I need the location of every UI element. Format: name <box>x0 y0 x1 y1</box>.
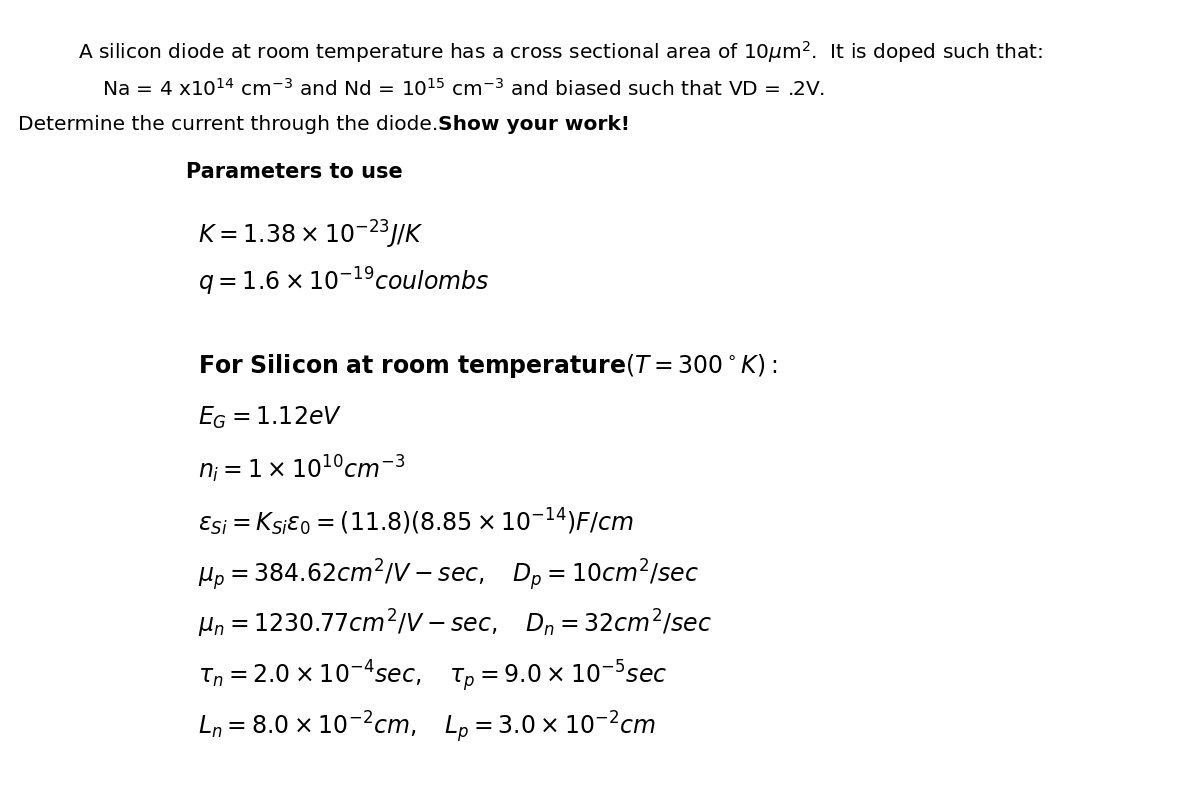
Text: $\mu_p = 384.62cm^2/V - sec, \quad D_p = 10cm^2/sec$: $\mu_p = 384.62cm^2/V - sec, \quad D_p =… <box>198 557 698 593</box>
Text: $L_n = 8.0 \times 10^{-2}cm, \quad L_p = 3.0 \times 10^{-2}cm$: $L_n = 8.0 \times 10^{-2}cm, \quad L_p =… <box>198 709 656 744</box>
Text: $q = 1.6 \times 10^{-19}coulombs$: $q = 1.6 \times 10^{-19}coulombs$ <box>198 266 490 298</box>
Text: $\tau_n = 2.0 \times 10^{-4}sec, \quad \tau_p = 9.0 \times 10^{-5}sec$: $\tau_n = 2.0 \times 10^{-4}sec, \quad \… <box>198 658 667 693</box>
Text: $n_i = 1 \times 10^{10}cm^{-3}$: $n_i = 1 \times 10^{10}cm^{-3}$ <box>198 454 406 485</box>
Text: Show your work!: Show your work! <box>438 115 630 134</box>
Text: Na = 4 x10$^{14}$ cm$^{-3}$ and Nd = 10$^{15}$ cm$^{-3}$ and biased such that VD: Na = 4 x10$^{14}$ cm$^{-3}$ and Nd = 10$… <box>102 78 826 100</box>
Text: Determine the current through the diode.: Determine the current through the diode. <box>18 115 451 134</box>
Text: $K = 1.38 \times 10^{-23}J/K$: $K = 1.38 \times 10^{-23}J/K$ <box>198 219 424 251</box>
Text: $E_G = 1.12eV$: $E_G = 1.12eV$ <box>198 405 342 431</box>
Text: $\mu_n = 1230.77cm^2/V - sec, \quad D_n = 32cm^2/sec$: $\mu_n = 1230.77cm^2/V - sec, \quad D_n … <box>198 608 712 640</box>
Text: A silicon diode at room temperature has a cross sectional area of 10$\mu$m$^2$. : A silicon diode at room temperature has … <box>78 39 1043 65</box>
Text: $\mathbf{For\ Silicon\ at\ room\ temperature}(T = 300^\circ K):$: $\mathbf{For\ Silicon\ at\ room\ tempera… <box>198 352 778 381</box>
Text: $\epsilon_{Si} = K_{Si}\epsilon_0 = (11.8)(8.85 \times 10^{-14})F/cm$: $\epsilon_{Si} = K_{Si}\epsilon_0 = (11.… <box>198 506 634 538</box>
Text: Parameters to use: Parameters to use <box>186 162 403 182</box>
